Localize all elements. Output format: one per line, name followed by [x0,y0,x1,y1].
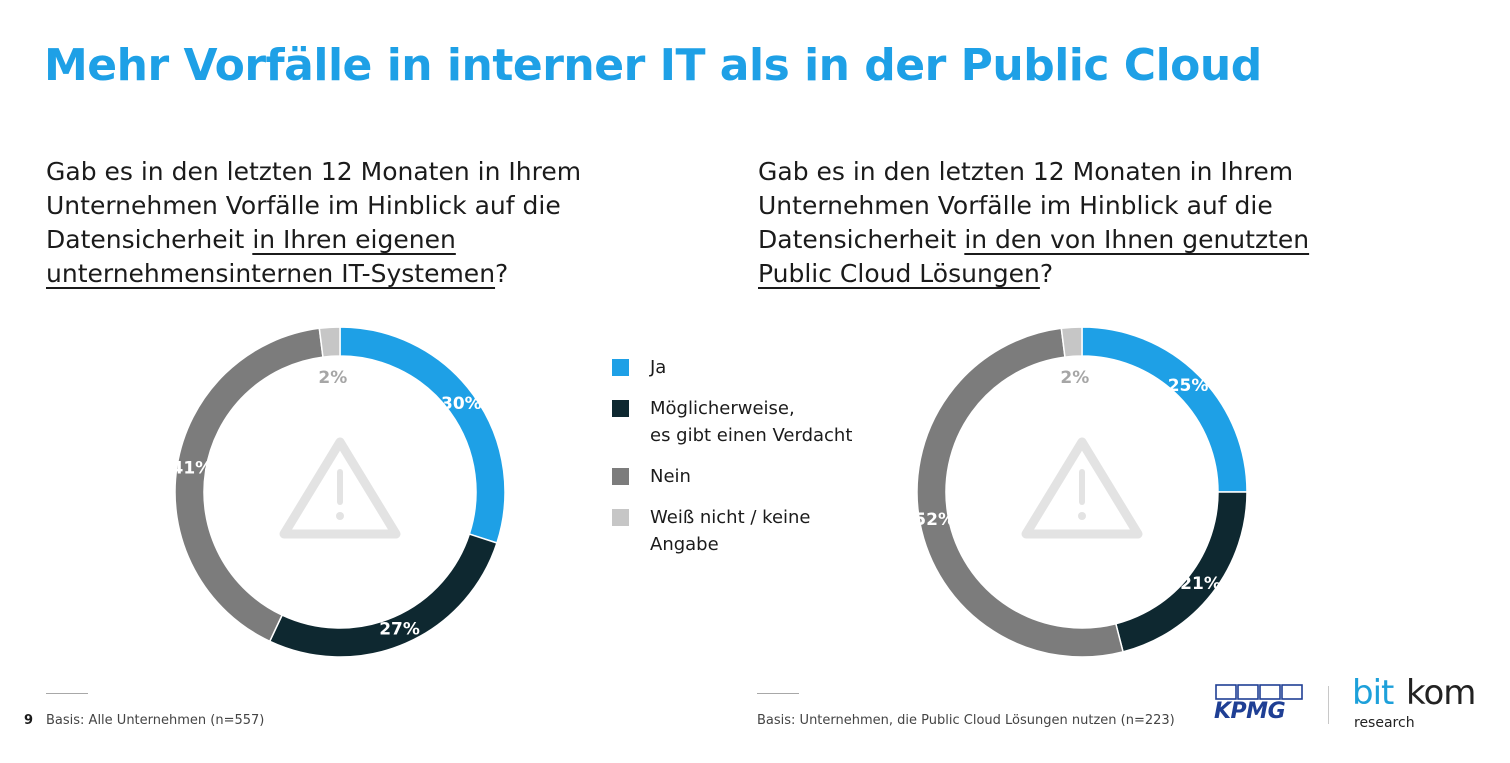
legend-item-nein: Nein [612,463,892,490]
legend-label-moeglicherweise-line2: es gibt einen Verdacht [650,425,853,446]
donut-left-segment-nein [174,327,324,643]
donut-chart-left: 30% 27% 41% 2% [170,322,510,662]
donut-right-segment-moeglicherweise [1114,491,1248,653]
question-left-end: ? [495,259,509,288]
bitkom-logo-bit: bit [1352,673,1394,713]
legend-label-moeglicherweise: Möglicherweise, [650,398,795,419]
logo-divider [1328,686,1329,724]
donut-left-segment-weiss-nicht [318,326,341,358]
warning-icon-left-dot [336,512,344,520]
legend-item-weiss-nicht: Weiß nicht / keine Angabe [612,504,892,558]
donut-left-label-ja: 30% [441,394,482,414]
donut-right-label-nein: 52% [914,510,955,530]
kpmg-logo-boxes [1215,684,1303,700]
legend: Ja Möglicherweise, es gibt einen Verdach… [612,354,892,572]
legend-item-moeglicherweise: Möglicherweise, es gibt einen Verdacht [612,395,892,449]
footnote-rule-right [757,693,799,694]
donut-right-label-weiss-nicht: 2% [1060,368,1089,388]
bitkom-logo: bit kom research [1352,673,1492,743]
kpmg-logo-text: KPMG [1214,699,1286,724]
donut-left-label-moeglicherweise: 27% [379,620,420,640]
legend-label-nein: Nein [650,466,691,487]
donut-right-label-moeglicherweise: 21% [1180,574,1221,594]
donut-right-label-ja: 25% [1168,376,1209,396]
legend-item-ja: Ja [612,354,892,381]
question-left-text: Gab es in den letzten 12 Monaten in Ihre… [46,157,582,254]
legend-swatch-nein [612,468,629,485]
bitkom-logo-research: research [1354,715,1415,731]
question-right: Gab es in den letzten 12 Monaten in Ihre… [758,155,1358,291]
legend-swatch-weiss-nicht [612,509,629,526]
basis-right: Basis: Unternehmen, die Public Cloud Lös… [757,713,1175,728]
question-left-underlined: in Ihren eigenen unternehmensinternen IT… [46,225,496,288]
question-right-end: ? [1039,259,1054,288]
legend-label-weiss-nicht: Weiß nicht / keine [650,507,811,528]
bitkom-logo-kom: kom [1406,673,1476,713]
question-right-underlined: in den von Ihnen genutzten Public Cloud … [758,225,1310,288]
donut-right-segment-ja [1081,326,1248,493]
donut-right-segment-weiss-nicht [1060,326,1083,358]
page-number: 9 [24,713,34,728]
footnote-rule-left [46,693,88,694]
warning-icon-right [1021,437,1143,539]
kpmg-logo: KPMG [1212,684,1308,724]
question-right-text: Gab es in den letzten 12 Monaten in Ihre… [758,157,1294,254]
legend-swatch-moeglicherweise [612,400,629,417]
donut-left-label-weiss-nicht: 2% [318,368,347,388]
donut-left-label-nein: 41% [171,459,212,479]
legend-label-weiss-nicht-line2: Angabe [650,534,719,555]
legend-label-ja: Ja [650,357,667,378]
question-left: Gab es in den letzten 12 Monaten in Ihre… [46,155,626,291]
warning-icon-right-dot [1078,512,1086,520]
warning-icon-left [279,437,401,539]
donut-left-segment-ja [339,326,506,544]
donut-chart-right: 25% 21% 52% 2% [912,322,1252,662]
donut-chart-right-svg: 25% 21% 52% 2% [914,326,1248,658]
page-title: Mehr Vorfälle in interner IT als in der … [44,40,1262,91]
donut-chart-left-svg: 30% 27% 41% 2% [171,326,506,658]
donut-right-segment-nein [916,327,1124,658]
legend-swatch-ja [612,359,629,376]
basis-left: Basis: Alle Unternehmen (n=557) [46,713,265,728]
